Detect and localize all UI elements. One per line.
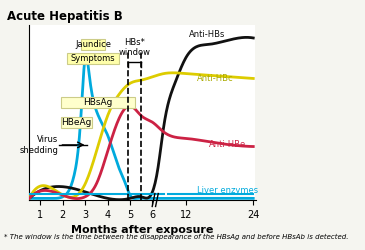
- X-axis label: Months after exposure: Months after exposure: [71, 225, 214, 235]
- Text: HBsAg: HBsAg: [83, 98, 112, 107]
- Bar: [67, 52, 119, 64]
- Bar: [61, 97, 135, 108]
- Text: Acute Hepatitis B: Acute Hepatitis B: [7, 10, 123, 23]
- Bar: [81, 39, 105, 50]
- Bar: [61, 116, 92, 128]
- Text: Anti-HBs: Anti-HBs: [189, 30, 225, 39]
- Text: HBeAg: HBeAg: [61, 118, 92, 127]
- Text: Jaundice: Jaundice: [75, 40, 111, 49]
- Text: Anti-HBc: Anti-HBc: [197, 74, 234, 83]
- Text: Virus
shedding: Virus shedding: [19, 135, 58, 155]
- Text: Symptoms: Symptoms: [71, 54, 115, 63]
- Text: * The window is the time between the disappearance of the HBsAg and before HBsAb: * The window is the time between the dis…: [4, 234, 348, 240]
- Text: HBs*
window: HBs* window: [119, 38, 150, 58]
- Text: Anti-HBe: Anti-HBe: [208, 140, 246, 149]
- Text: Liver enzymes: Liver enzymes: [197, 186, 258, 195]
